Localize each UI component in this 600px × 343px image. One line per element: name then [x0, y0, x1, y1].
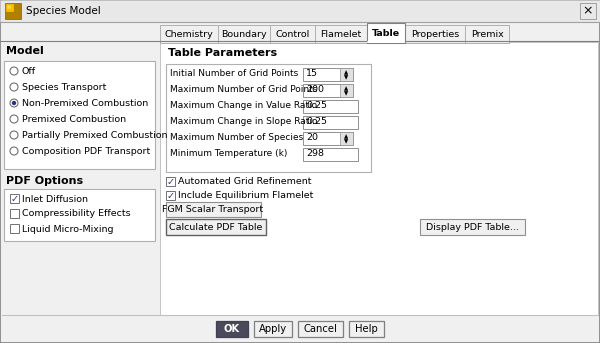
Circle shape [10, 131, 18, 139]
Bar [160, 42, 598, 315]
Text: ▲: ▲ [344, 134, 349, 139]
Text: 15: 15 [306, 70, 318, 79]
Text: Species Transport: Species Transport [22, 83, 106, 92]
Bar [166, 177, 175, 186]
Bar [465, 25, 509, 43]
Text: Maximum Change in Value Ratio: Maximum Change in Value Ratio [170, 102, 317, 110]
Text: 200: 200 [306, 85, 324, 95]
Bar [0, 0, 600, 22]
Text: Minimum Temperature (k): Minimum Temperature (k) [170, 150, 287, 158]
Text: ▲: ▲ [344, 86, 349, 91]
Bar [340, 84, 353, 97]
Bar [315, 25, 367, 43]
Text: ✓: ✓ [166, 177, 175, 187]
Bar [303, 116, 358, 129]
Text: ✓: ✓ [166, 191, 175, 201]
Bar [6, 4, 14, 12]
Text: Premixed Combustion: Premixed Combustion [22, 115, 126, 123]
Bar [367, 23, 405, 43]
Text: Species Model: Species Model [26, 6, 101, 16]
Text: ▼: ▼ [344, 91, 349, 96]
Text: Properties: Properties [411, 30, 459, 39]
Circle shape [10, 115, 18, 123]
Text: Automated Grid Refinement: Automated Grid Refinement [178, 177, 311, 187]
Bar [340, 132, 353, 145]
Circle shape [12, 101, 16, 105]
Bar [216, 321, 248, 337]
Bar [420, 219, 525, 235]
Bar [166, 191, 175, 200]
Text: Flamelet: Flamelet [320, 30, 362, 39]
Text: Table Parameters: Table Parameters [168, 48, 277, 58]
Bar [4, 189, 155, 241]
Bar [298, 321, 343, 337]
Bar [303, 132, 353, 145]
Text: Compressibility Effects: Compressibility Effects [22, 210, 131, 218]
Text: Help: Help [355, 324, 378, 334]
Text: Table: Table [372, 29, 400, 38]
Text: 20: 20 [306, 133, 318, 142]
Text: Control: Control [275, 30, 310, 39]
Text: Model: Model [6, 46, 44, 56]
Text: ▼: ▼ [344, 75, 349, 80]
Text: Liquid Micro-Mixing: Liquid Micro-Mixing [22, 225, 113, 234]
Text: Cancel: Cancel [304, 324, 337, 334]
Bar [303, 68, 353, 81]
Text: Chemistry: Chemistry [164, 30, 214, 39]
Text: ▲: ▲ [344, 70, 349, 75]
Bar [340, 68, 353, 81]
Bar [4, 61, 155, 169]
Bar [160, 25, 218, 43]
Bar [254, 321, 292, 337]
Text: Maximum Change in Slope Ratio: Maximum Change in Slope Ratio [170, 118, 317, 127]
Text: Display PDF Table...: Display PDF Table... [425, 223, 518, 232]
Text: Composition PDF Transport: Composition PDF Transport [22, 146, 150, 155]
Bar [405, 25, 465, 43]
Text: Non-Premixed Combustion: Non-Premixed Combustion [22, 98, 148, 107]
Bar [10, 209, 19, 218]
Text: Maximum Number of Species: Maximum Number of Species [170, 133, 303, 142]
Circle shape [10, 83, 18, 91]
Text: 0.25: 0.25 [306, 102, 327, 110]
Text: Premix: Premix [470, 30, 503, 39]
Bar [270, 25, 315, 43]
Bar [218, 25, 270, 43]
Text: Apply: Apply [259, 324, 287, 334]
Text: PDF Options: PDF Options [6, 176, 83, 186]
Text: Maximum Number of Grid Points: Maximum Number of Grid Points [170, 85, 317, 95]
Bar [303, 148, 358, 161]
Text: Partially Premixed Combustion: Partially Premixed Combustion [22, 130, 167, 140]
Circle shape [10, 67, 18, 75]
Bar [7, 5, 11, 9]
Bar [349, 321, 384, 337]
Text: OK: OK [224, 324, 240, 334]
Circle shape [10, 99, 18, 107]
Bar [580, 3, 596, 19]
Circle shape [10, 147, 18, 155]
Bar [303, 100, 358, 113]
Text: Initial Number of Grid Points: Initial Number of Grid Points [170, 70, 298, 79]
Text: ×: × [583, 4, 593, 17]
Bar [166, 64, 371, 172]
Text: Inlet Diffusion: Inlet Diffusion [22, 194, 88, 203]
Text: ✓: ✓ [10, 194, 19, 204]
Text: Include Equilibrium Flamelet: Include Equilibrium Flamelet [178, 191, 313, 201]
Bar [166, 202, 261, 217]
Bar [10, 224, 19, 233]
Bar [303, 84, 353, 97]
Bar [5, 3, 21, 19]
Text: Off: Off [22, 67, 36, 75]
Bar [10, 194, 19, 203]
Bar [166, 219, 266, 235]
Text: ▼: ▼ [344, 139, 349, 144]
Text: Calculate PDF Table: Calculate PDF Table [169, 223, 263, 232]
Text: 298: 298 [306, 150, 324, 158]
Text: FGM Scalar Transport: FGM Scalar Transport [163, 204, 263, 213]
Text: 0.25: 0.25 [306, 118, 327, 127]
Text: Boundary: Boundary [221, 30, 267, 39]
